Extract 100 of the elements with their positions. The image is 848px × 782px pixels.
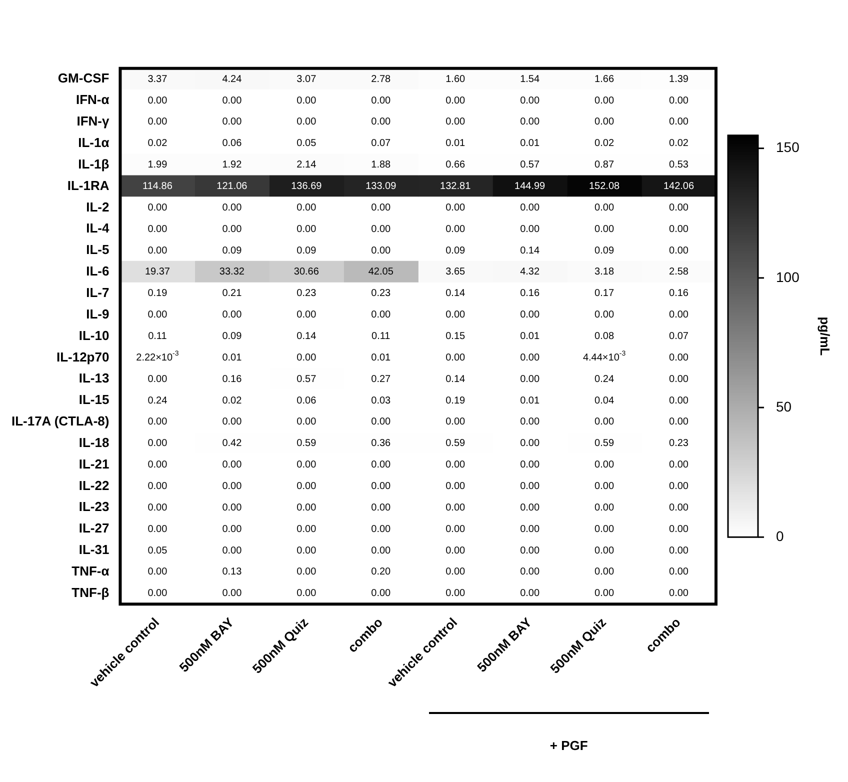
y-tick-label: IL-4 [86,220,110,236]
data-label: 42.05 [368,266,394,278]
data-label: 0.03 [371,395,392,406]
data-label: 0.09 [446,245,466,256]
data-label: 0.00 [371,502,392,514]
data-label: 0.00 [371,524,392,535]
data-label: 0.06 [296,395,317,406]
data-label: 0.00 [594,460,614,471]
data-label: 0.00 [446,545,466,556]
data-label: 0.59 [594,438,614,450]
data-label: 0.00 [222,310,242,321]
data-label: 0.00 [520,524,540,535]
data-label: 0.00 [446,95,466,106]
data-label: 0.00 [371,245,392,256]
data-label: 152.08 [589,181,620,192]
data-label: 33.32 [219,266,245,278]
y-tick-label: IL-23 [78,499,110,514]
data-label: 0.00 [669,352,689,364]
data-label: 0.01 [371,352,392,364]
data-label: 0.06 [222,138,242,150]
data-label: 0.00 [148,416,168,428]
color-bar-title: pg/mL [818,316,833,356]
data-label: 4.32 [520,266,540,278]
data-label: 0.00 [446,416,466,428]
data-label: 0.00 [520,460,540,471]
data-label: 0.00 [371,224,392,235]
data-label: 0.00 [446,502,466,514]
data-label: 0.00 [594,502,614,514]
data-label: 0.14 [446,374,466,385]
color-bar-label: 150 [776,139,800,156]
data-label: 0.00 [296,416,317,428]
data-label: 0.00 [669,566,689,578]
data-label: 0.00 [296,352,317,364]
data-label: 0.00 [371,116,392,128]
color-bar-label: 100 [776,268,800,285]
data-label: 0.00 [148,224,168,235]
data-label: 0.19 [446,395,466,406]
data-label: 114.86 [142,181,173,192]
data-label: 0.00 [594,480,614,492]
data-label: 0.00 [520,566,540,578]
data-label: 0.00 [446,116,466,128]
data-label: 0.00 [446,460,466,471]
data-label: 0.09 [594,245,614,256]
data-label: 1.99 [148,160,168,171]
data-label: 3.37 [148,74,168,85]
data-label: 0.00 [594,566,614,578]
data-label: 0.09 [222,245,242,256]
data-label: 0.57 [296,374,317,385]
y-tick-label: IL-5 [86,242,110,258]
data-label: 0.16 [520,288,540,300]
data-label: 0.00 [222,524,242,535]
data-label: 0.13 [222,566,242,578]
data-label: 0.00 [222,480,242,492]
data-label: 0.01 [446,138,466,150]
data-label: 0.00 [148,588,168,600]
y-tick-label: GM-CSF [58,70,110,86]
y-tick-label: IL-6 [86,264,110,279]
y-tick-label: IL-7 [86,284,110,300]
data-label: 1.60 [446,74,466,85]
data-label: 0.00 [669,202,689,214]
y-tick-label: IL-17A (CTLA-8) [11,414,110,429]
data-label: 0.09 [222,330,242,342]
data-label: 0.00 [669,116,689,128]
y-tick-label: IL-1α [78,134,110,150]
data-label: 0.00 [148,502,168,514]
data-label: 0.00 [222,545,242,556]
data-label: 0.00 [520,438,540,450]
y-tick-label: IL-31 [78,542,110,558]
data-label: 0.00 [520,224,540,235]
data-label: 0.05 [148,545,168,556]
data-label: 0.08 [594,330,614,342]
data-label: 0.01 [222,352,242,364]
data-label: 0.00 [296,224,317,235]
data-label: 0.00 [296,95,317,106]
data-label: 0.00 [371,460,392,471]
data-label: 0.00 [148,566,168,578]
data-label: 1.88 [371,160,392,171]
data-label: 0.00 [296,116,317,128]
data-label: 0.00 [371,480,392,492]
data-label: 0.00 [594,116,614,128]
data-label: 133.09 [366,181,397,192]
y-tick-label: IL-13 [78,370,110,386]
data-label: 1.39 [669,74,689,85]
data-label: 0.36 [371,438,392,450]
data-label: 0.00 [446,352,466,364]
data-label: 0.00 [446,588,466,600]
data-label: 0.00 [296,545,317,556]
data-label: 0.00 [669,224,689,235]
data-label: 0.00 [520,374,540,385]
data-label: 0.01 [520,395,540,406]
data-label: 0.00 [296,202,317,214]
data-label: 0.00 [371,310,392,321]
data-label: 0.00 [222,202,242,214]
data-label: 30.66 [294,266,320,278]
data-label: 0.00 [371,95,392,106]
text: + PGF [548,738,589,753]
data-label: 0.00 [371,545,392,556]
data-label: 0.00 [594,524,614,535]
data-label: 1.92 [222,160,242,171]
y-tick-label: IL-27 [78,520,110,536]
